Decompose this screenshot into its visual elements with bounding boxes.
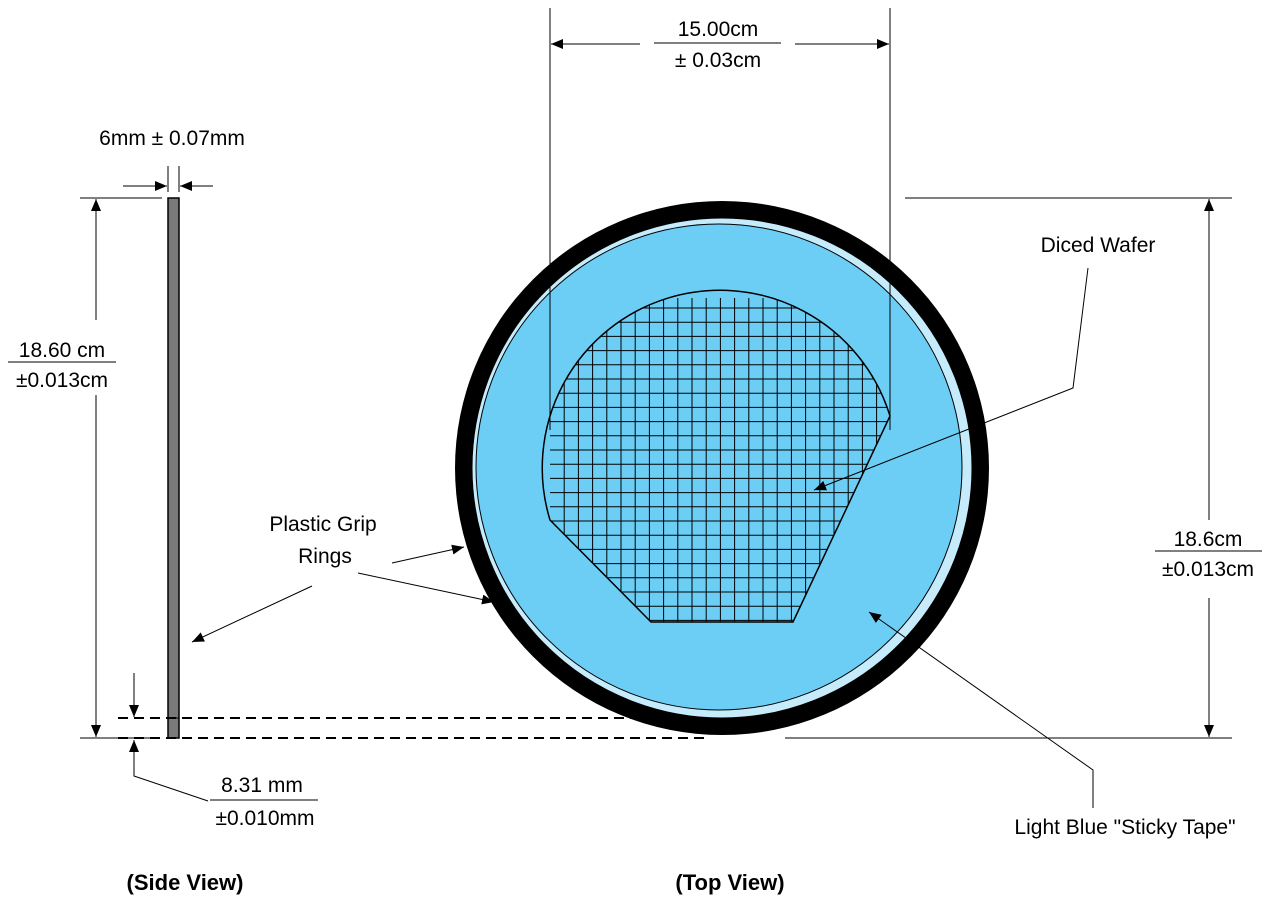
grip-rings-callout: Plastic Grip Rings xyxy=(191,513,495,643)
grip-label-line1: Plastic Grip xyxy=(269,513,376,536)
side-height-label-bottom: ±0.013cm xyxy=(16,369,108,392)
wafer-width-label-top: 15.00cm xyxy=(678,18,759,41)
diced-wafer-label: Diced Wafer xyxy=(1041,234,1156,257)
sticky-tape-leader xyxy=(868,611,1094,808)
grip-arrow-tape-edge xyxy=(357,572,495,605)
grip-arrow-ring xyxy=(391,544,465,564)
wafer-outline xyxy=(541,289,891,623)
top-view: 15.00cm ± 0.03cm 18.6cm ±0.013cm Diced W… xyxy=(455,8,1262,895)
side-view: 6mm ± 0.07mm 18.60 cm ±0.013cm 8.31 mm ±… xyxy=(8,127,318,895)
grip-ring-side-bar xyxy=(167,197,180,739)
thickness-label: 6mm ± 0.07mm xyxy=(99,127,245,150)
wafer-width-label-bottom: ± 0.03cm xyxy=(675,49,761,72)
ring-dia-label-top: 18.6cm xyxy=(1174,528,1243,551)
sticky-tape-label: Light Blue "Sticky Tape" xyxy=(1014,816,1235,839)
offset-arrow-bottom xyxy=(129,740,209,802)
offset-label-bottom: ±0.010mm xyxy=(215,807,314,830)
ring-dia-label-bottom: ±0.013cm xyxy=(1162,558,1254,581)
grip-label-line2: Rings xyxy=(298,545,352,568)
diced-wafer xyxy=(541,289,891,623)
diced-wafer-leader xyxy=(813,267,1089,491)
side-height-label-top: 18.60 cm xyxy=(19,339,105,362)
top-view-caption: (Top View) xyxy=(675,870,784,895)
side-view-caption: (Side View) xyxy=(127,870,244,895)
offset-label-top: 8.31 mm xyxy=(221,774,303,797)
grip-arrow-side-bar xyxy=(191,585,313,643)
